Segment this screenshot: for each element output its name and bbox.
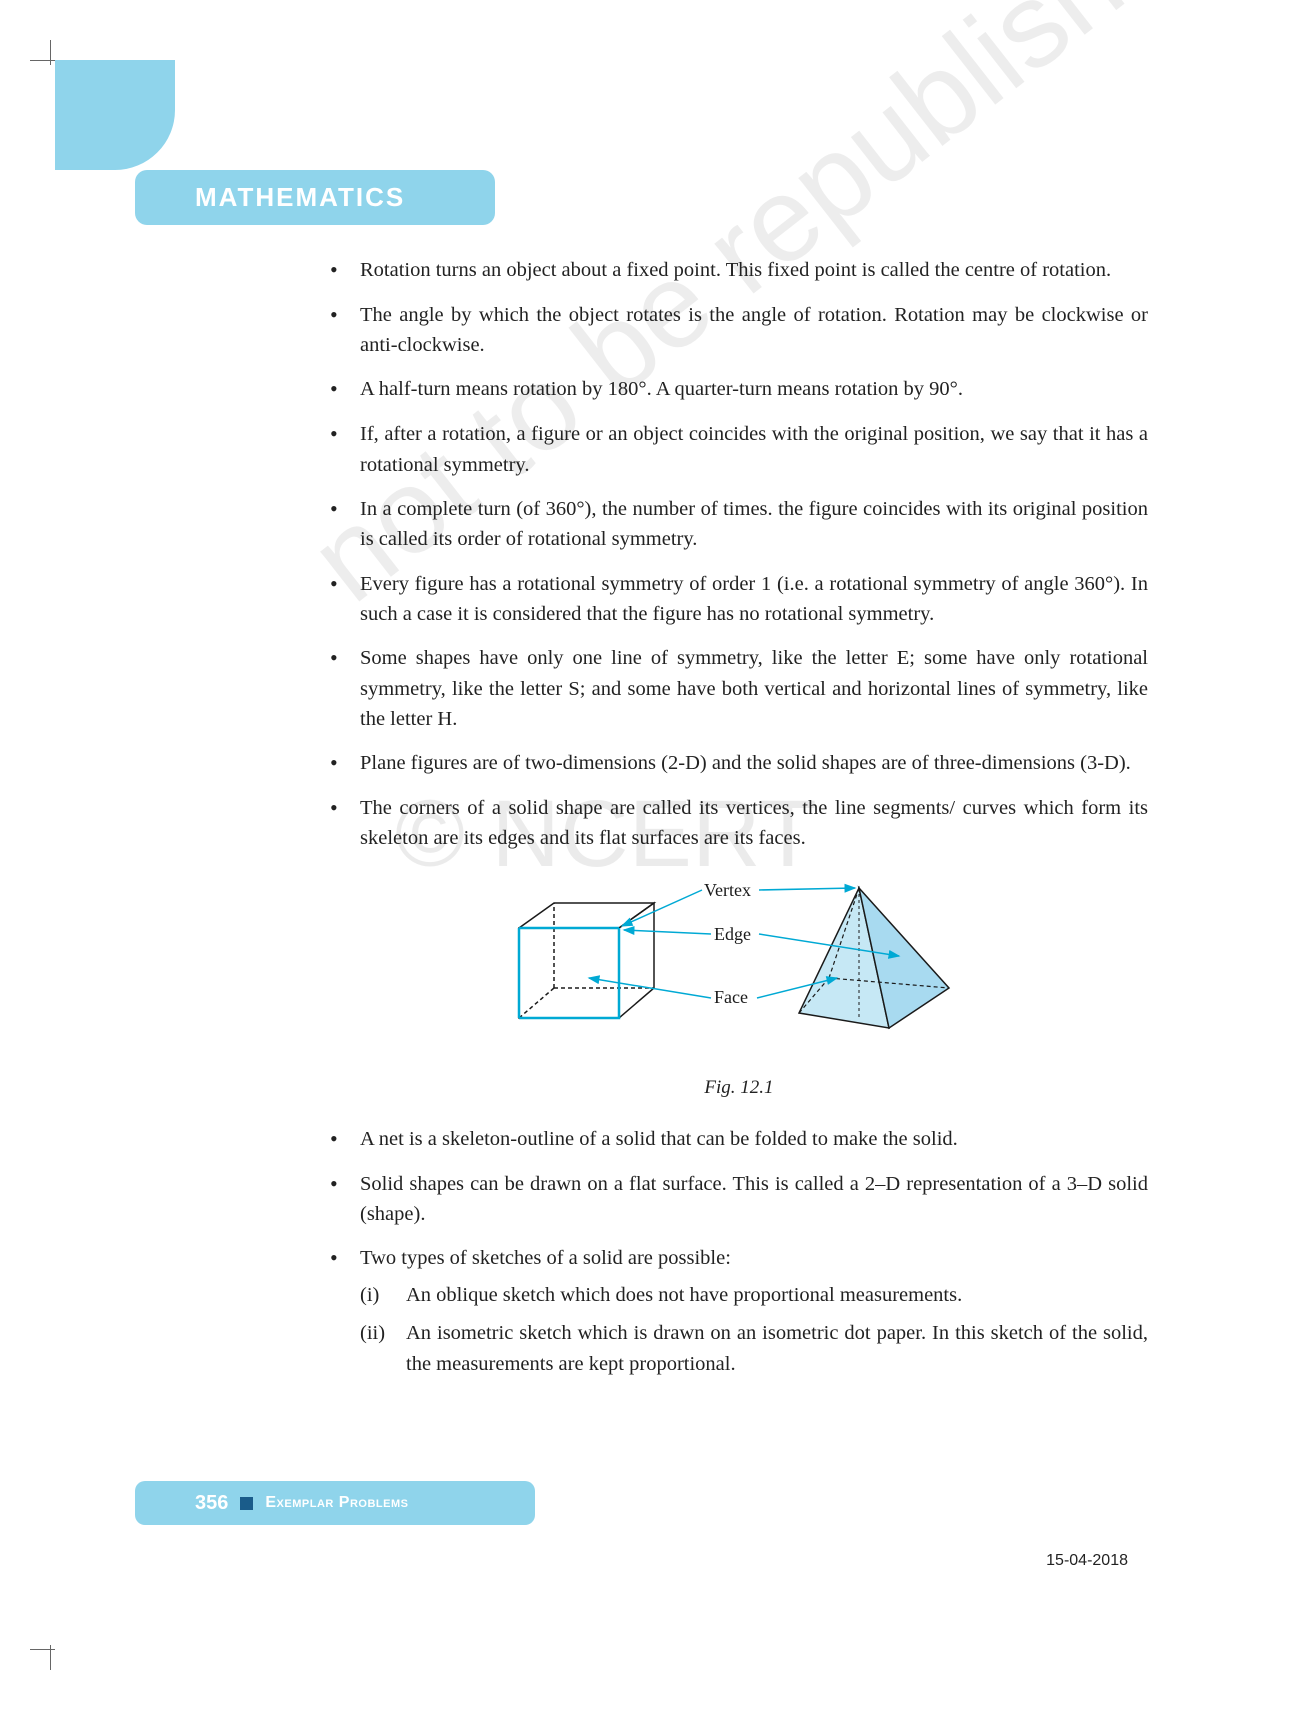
figure: Vertex Edge Face Fig. 12.1 — [330, 868, 1148, 1102]
bullet-icon: • — [330, 1243, 360, 1274]
corner-decoration — [55, 60, 175, 170]
bullet-text: Plane figures are of two-dimensions (2-D… — [360, 748, 1148, 779]
bullet-icon: • — [330, 569, 360, 630]
bullet-text: The corners of a solid shape are called … — [360, 793, 1148, 854]
bullet-item: • In a complete turn (of 360°), the numb… — [330, 494, 1148, 555]
bullet-icon: • — [330, 643, 360, 734]
sub-item: (ii) An isometric sketch which is drawn … — [360, 1318, 1148, 1379]
face-label: Face — [714, 987, 748, 1007]
bullet-text: Some shapes have only one line of symmet… — [360, 643, 1148, 734]
bullet-item: • Every figure has a rotational symmetry… — [330, 569, 1148, 630]
bullet-item: • Rotation turns an object about a fixed… — [330, 255, 1148, 286]
sub-text: An isometric sketch which is drawn on an… — [406, 1318, 1148, 1379]
edge-label: Edge — [714, 924, 751, 944]
bullet-item: • Some shapes have only one line of symm… — [330, 643, 1148, 734]
bullet-text: Solid shapes can be drawn on a flat surf… — [360, 1169, 1148, 1230]
bullet-icon: • — [330, 419, 360, 480]
bullet-item: • Plane figures are of two-dimensions (2… — [330, 748, 1148, 779]
bullet-icon: • — [330, 1169, 360, 1230]
sub-list: (i) An oblique sketch which does not hav… — [360, 1280, 1148, 1379]
solids-diagram: Vertex Edge Face — [459, 868, 1019, 1068]
bullet-icon: • — [330, 494, 360, 555]
bullet-item: • If, after a rotation, a figure or an o… — [330, 419, 1148, 480]
page-number: 356 — [195, 1492, 228, 1515]
bullet-icon: • — [330, 374, 360, 405]
content-area: • Rotation turns an object about a fixed… — [330, 255, 1148, 1387]
bullet-item: • Solid shapes can be drawn on a flat su… — [330, 1169, 1148, 1230]
bullet-icon: • — [330, 793, 360, 854]
bullet-item: • The corners of a solid shape are calle… — [330, 793, 1148, 854]
bullet-icon: • — [330, 255, 360, 286]
sub-marker: (ii) — [360, 1318, 406, 1379]
date-stamp: 15-04-2018 — [1046, 1552, 1128, 1570]
bullet-item: • A half-turn means rotation by 180°. A … — [330, 374, 1148, 405]
bullet-icon: • — [330, 748, 360, 779]
footer-bar: 356 Exemplar Problems — [135, 1481, 535, 1525]
page: MATHEMATICS not to be republished © NCER… — [55, 60, 1258, 1650]
sub-marker: (i) — [360, 1280, 406, 1310]
bullet-item: • The angle by which the object rotates … — [330, 300, 1148, 361]
bullet-text: Two types of sketches of a solid are pos… — [360, 1243, 1148, 1274]
footer-label: Exemplar Problems — [265, 1494, 408, 1512]
bullet-text: In a complete turn (of 360°), the number… — [360, 494, 1148, 555]
figure-caption: Fig. 12.1 — [330, 1074, 1148, 1102]
footer-square-icon — [240, 1497, 253, 1510]
vertex-label: Vertex — [704, 880, 751, 900]
sub-item: (i) An oblique sketch which does not hav… — [360, 1280, 1148, 1310]
bullet-text: The angle by which the object rotates is… — [360, 300, 1148, 361]
subject-title: MATHEMATICS — [195, 182, 405, 213]
bullet-item: • A net is a skeleton-outline of a solid… — [330, 1124, 1148, 1155]
bullet-text: Rotation turns an object about a fixed p… — [360, 255, 1148, 286]
bullet-item: • Two types of sketches of a solid are p… — [330, 1243, 1148, 1274]
bullet-text: Every figure has a rotational symmetry o… — [360, 569, 1148, 630]
bullet-text: A net is a skeleton-outline of a solid t… — [360, 1124, 1148, 1155]
bullet-icon: • — [330, 1124, 360, 1155]
header-bar: MATHEMATICS — [135, 170, 495, 225]
bullet-text: If, after a rotation, a figure or an obj… — [360, 419, 1148, 480]
sub-text: An oblique sketch which does not have pr… — [406, 1280, 1148, 1310]
bullet-text: A half-turn means rotation by 180°. A qu… — [360, 374, 1148, 405]
bullet-icon: • — [330, 300, 360, 361]
